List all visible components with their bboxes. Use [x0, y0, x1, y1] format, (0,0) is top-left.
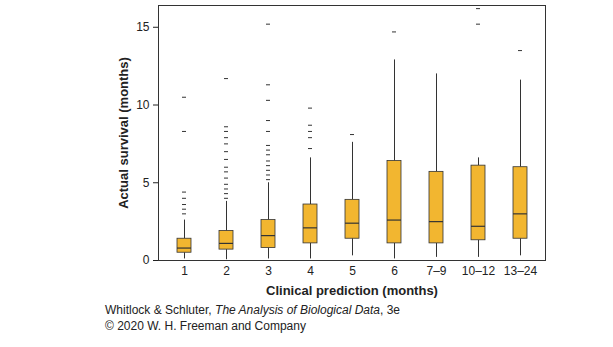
- svg-text:Clinical prediction (months): Clinical prediction (months): [266, 283, 438, 298]
- svg-text:1: 1: [181, 264, 188, 278]
- svg-text:4: 4: [307, 264, 314, 278]
- html-text:Whitlock & Schluter, The Analy: Whitlock & Schluter, The Analysis of Bio…: [105, 303, 400, 317]
- svg-text:2: 2: [223, 264, 230, 278]
- svg-text:15: 15: [136, 20, 150, 34]
- svg-text:0: 0: [143, 253, 150, 267]
- svg-text:7–9: 7–9: [426, 264, 446, 278]
- svg-text:10: 10: [136, 98, 150, 112]
- svg-text:10–12: 10–12: [462, 264, 496, 278]
- svg-text:Actual survival (months): Actual survival (months): [116, 57, 131, 209]
- svg-text:6: 6: [391, 264, 398, 278]
- svg-text:5: 5: [143, 176, 150, 190]
- svg-text:3: 3: [265, 264, 272, 278]
- svg-text:5: 5: [349, 264, 356, 278]
- svg-text:13–24: 13–24: [504, 264, 538, 278]
- html-text:© 2020 W. H. Freeman and Compa: © 2020 W. H. Freeman and Company: [105, 319, 306, 333]
